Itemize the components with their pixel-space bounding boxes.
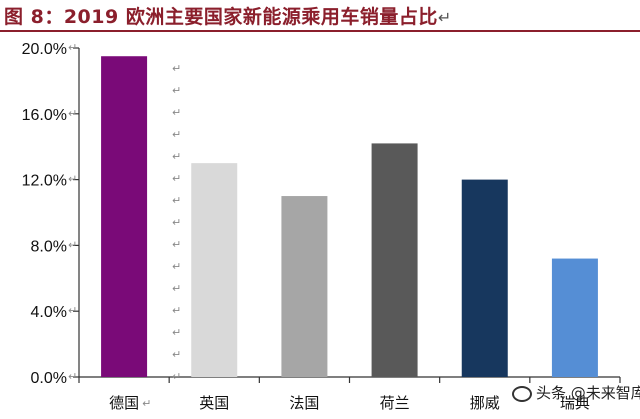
x-category-label: 荷兰 bbox=[380, 394, 410, 412]
watermark-logo-icon bbox=[512, 385, 532, 402]
title-bar: 图 8：2019 欧洲主要国家新能源乘用车销量占比↵ bbox=[0, 0, 640, 32]
bar-2 bbox=[191, 163, 238, 377]
bar-5 bbox=[461, 179, 508, 377]
paragraph-mark-icon: ↵ bbox=[172, 304, 181, 317]
paragraph-mark-icon: ↵ bbox=[172, 370, 181, 383]
paragraph-mark-icon: ↵ bbox=[172, 282, 181, 295]
bar-chart: 0.0% ↵4.0% ↵8.0% ↵12.0% ↵16.0% ↵20.0% ↵↵↵↵↵↵↵↵… bbox=[22, 41, 621, 412]
paragraph-mark-icon: ↵ bbox=[172, 238, 181, 251]
x-category-label: 瑞典 bbox=[560, 394, 590, 412]
paragraph-mark-icon: ↵ bbox=[68, 370, 77, 383]
paragraph-mark-icon: ↵ bbox=[172, 84, 181, 97]
paragraph-mark-icon: ↵ bbox=[172, 326, 181, 339]
paragraph-mark-icon: ↵ bbox=[172, 62, 181, 75]
bar-3 bbox=[281, 196, 328, 377]
paragraph-mark-icon: ↵ bbox=[172, 260, 181, 273]
x-category-label: 法国 bbox=[289, 394, 319, 412]
paragraph-mark-icon: ↵ bbox=[172, 150, 181, 163]
paragraph-mark-icon: ↵ bbox=[172, 172, 181, 185]
x-category-label: 德国 bbox=[109, 394, 139, 412]
bar-4 bbox=[371, 143, 418, 377]
chart-title-text: 图 8：2019 欧洲主要国家新能源乘用车销量占比 bbox=[4, 6, 438, 28]
y-tick-label: 8.0% bbox=[31, 238, 67, 255]
paragraph-mark-icon: ↵ bbox=[68, 173, 77, 186]
chart-title: 图 8：2019 欧洲主要国家新能源乘用车销量占比↵ bbox=[4, 2, 452, 29]
paragraph-mark-icon: ↵ bbox=[142, 397, 151, 410]
y-tick-label: 0.0% bbox=[31, 370, 67, 387]
paragraph-mark-icon: ↵ bbox=[68, 107, 77, 120]
x-category-label: 英国 bbox=[199, 394, 229, 412]
paragraph-mark-icon: ↵ bbox=[172, 348, 181, 361]
y-tick-label: 4.0% bbox=[31, 304, 67, 321]
y-tick-label: 20.0% bbox=[22, 41, 67, 58]
bar-1 bbox=[101, 56, 148, 377]
paragraph-mark-icon: ↵ bbox=[68, 304, 77, 317]
paragraph-mark-icon: ↵ bbox=[172, 194, 181, 207]
watermark: 头条 @未来智库 bbox=[512, 382, 640, 403]
paragraph-mark-icon: ↵ bbox=[68, 238, 77, 251]
watermark-text: 头条 @未来智库 bbox=[536, 384, 640, 402]
paragraph-mark-icon: ↵ bbox=[172, 216, 181, 229]
y-tick-label: 12.0% bbox=[22, 173, 67, 190]
x-category-label: 挪威 bbox=[470, 394, 500, 412]
paragraph-mark-icon: ↵ bbox=[68, 41, 77, 54]
bar-6 bbox=[551, 258, 598, 377]
y-tick-label: 16.0% bbox=[22, 107, 67, 124]
paragraph-mark-icon: ↵ bbox=[172, 128, 181, 141]
paragraph-mark-icon: ↵ bbox=[172, 106, 181, 119]
paragraph-mark-icon: ↵ bbox=[437, 8, 452, 27]
